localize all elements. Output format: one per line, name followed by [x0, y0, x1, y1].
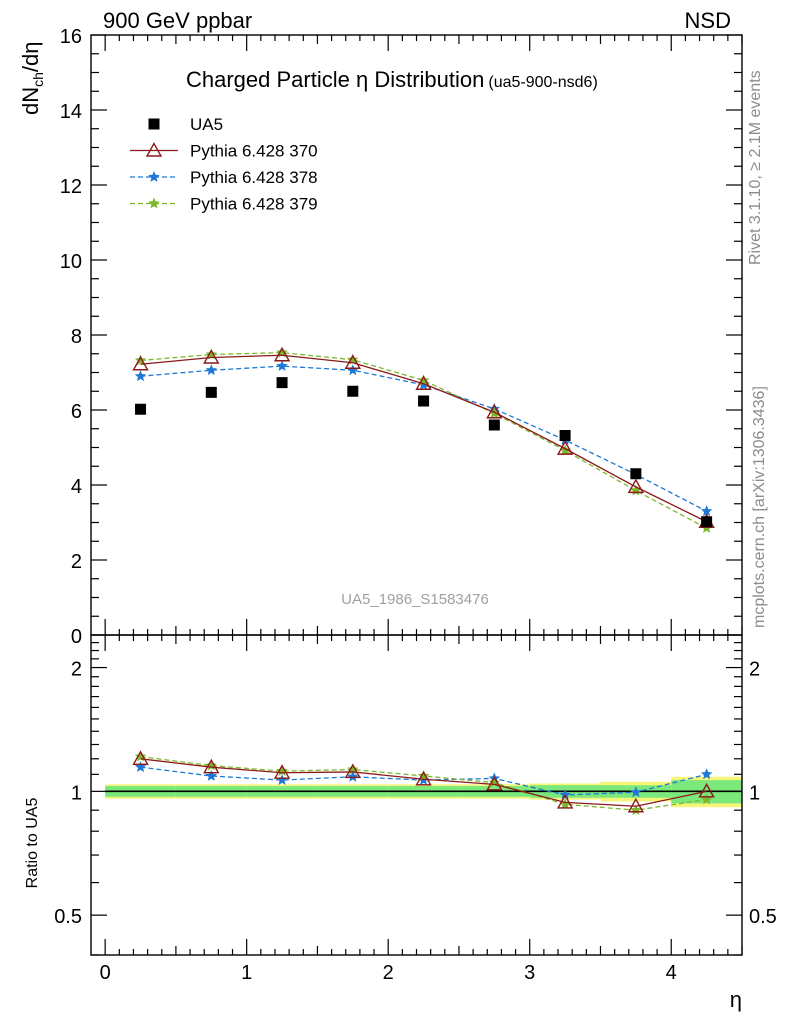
- data-point: [205, 386, 217, 398]
- data-point: [134, 370, 147, 382]
- legend-marker: [148, 171, 160, 182]
- legend-label: Pythia 6.428 370: [190, 142, 318, 161]
- ratio-series-2: [132, 750, 715, 813]
- ratio-tick-label-left: 2: [71, 659, 82, 681]
- x-tick-label: 2: [383, 962, 394, 984]
- main-series-1: [135, 377, 713, 528]
- data-point: [132, 355, 149, 371]
- ratio-point: [134, 761, 147, 772]
- ratio-point: [486, 775, 503, 791]
- y-tick-label: 0: [71, 626, 82, 648]
- legend-label: UA5: [190, 115, 223, 134]
- data-point: [276, 346, 288, 358]
- ratio-ylabel: Ratio to UA5: [24, 798, 41, 889]
- data-point: [276, 377, 288, 389]
- ratio-point: [700, 793, 713, 805]
- ratio-point: [273, 764, 291, 779]
- ratio-point: [276, 774, 288, 785]
- ratio-point: [203, 758, 220, 774]
- data-point: [276, 360, 288, 371]
- ratio-point: [132, 750, 149, 765]
- chart-title: Charged Particle η Distribution (ua5-900-…: [186, 67, 598, 92]
- ratio-tick-label-left: 0.5: [54, 906, 82, 928]
- data-point: [347, 385, 359, 397]
- ratio-tick-label-right: 2: [749, 659, 760, 681]
- rivet-label: Rivet 3.1.10, ≥ 2.1M events: [747, 70, 764, 265]
- data-point: [273, 346, 291, 362]
- legend-marker: [148, 197, 160, 209]
- data-point: [559, 444, 571, 456]
- series-line: [140, 354, 707, 523]
- data-point: [701, 516, 713, 528]
- x-tick-label: 1: [241, 962, 252, 984]
- y-tick-label: 2: [71, 551, 82, 573]
- ratio-point: [559, 798, 571, 810]
- legend-entry: Pythia 6.428 379: [130, 195, 318, 214]
- data-point: [415, 375, 432, 390]
- legend-entry: Pythia 6.428 370: [130, 142, 318, 161]
- ratio-point: [205, 770, 217, 781]
- y-tick-label: 12: [60, 176, 82, 198]
- ratio-tick-label-right: 1: [749, 782, 760, 804]
- data-point: [486, 403, 503, 419]
- legend-entry: UA5: [148, 115, 223, 134]
- data-series: [132, 346, 715, 815]
- ratio-point: [556, 793, 574, 809]
- series-line: [140, 365, 707, 512]
- ratio-point: [415, 770, 432, 786]
- y-tick-label: 6: [71, 401, 82, 423]
- data-point: [627, 478, 645, 494]
- y-tick-label: 10: [60, 251, 82, 273]
- ratio-point: [698, 782, 715, 798]
- main-frame: [90, 34, 743, 636]
- data-point: [347, 364, 359, 376]
- header-right: NSD: [685, 8, 731, 33]
- ratio-line: [140, 758, 707, 807]
- legend-label: Pythia 6.428 379: [190, 195, 318, 214]
- legend-label: Pythia 6.428 378: [190, 168, 318, 187]
- legend-marker: [145, 142, 163, 157]
- y-tick-label: 4: [71, 476, 82, 498]
- x-tick-label: 4: [666, 962, 677, 984]
- y-tick-label: 14: [60, 101, 82, 123]
- ratio-point: [627, 797, 645, 813]
- ratio-point: [700, 768, 713, 780]
- ratio-point: [630, 786, 642, 798]
- y-tick-label: 16: [60, 26, 82, 48]
- data-point: [700, 505, 713, 517]
- data-point: [205, 364, 217, 376]
- mcplots-label: mcplots.cern.ch [arXiv:1306.3436]: [751, 386, 768, 628]
- y-tick-label: 8: [71, 326, 82, 348]
- x-tick-label: 3: [524, 962, 535, 984]
- ratio-point: [344, 763, 362, 779]
- main-series-3: [134, 360, 713, 517]
- data-point: [344, 354, 362, 369]
- series-line: [140, 351, 707, 529]
- x-tick-label: 0: [100, 962, 111, 984]
- analysis-watermark: UA5_1986_S1583476: [341, 591, 489, 608]
- header-left: 900 GeV ppbar: [103, 8, 252, 33]
- data-point: [203, 349, 220, 364]
- main-ylabel: dNch/dη: [18, 41, 46, 115]
- data-point: [488, 419, 500, 431]
- main-ylabel-sub: ch: [30, 72, 46, 87]
- data-point: [135, 403, 147, 415]
- legend-marker: [148, 118, 160, 130]
- legend-entry: Pythia 6.428 378: [130, 168, 318, 187]
- data-point: [559, 430, 571, 441]
- legend: UA5 Pythia 6.428 370 Pythia 6.428 378 Pythi…: [130, 115, 318, 214]
- ratio-tick-label-right: 0.5: [749, 906, 777, 928]
- data-point: [556, 440, 574, 455]
- ratio-point: [347, 770, 359, 782]
- axis-frames: [90, 34, 743, 956]
- data-point: [418, 395, 430, 407]
- xaxis-label: η: [730, 987, 742, 1012]
- ratio-tick-label-left: 1: [71, 782, 82, 804]
- main-series-4: [134, 346, 713, 533]
- data-point: [630, 468, 642, 480]
